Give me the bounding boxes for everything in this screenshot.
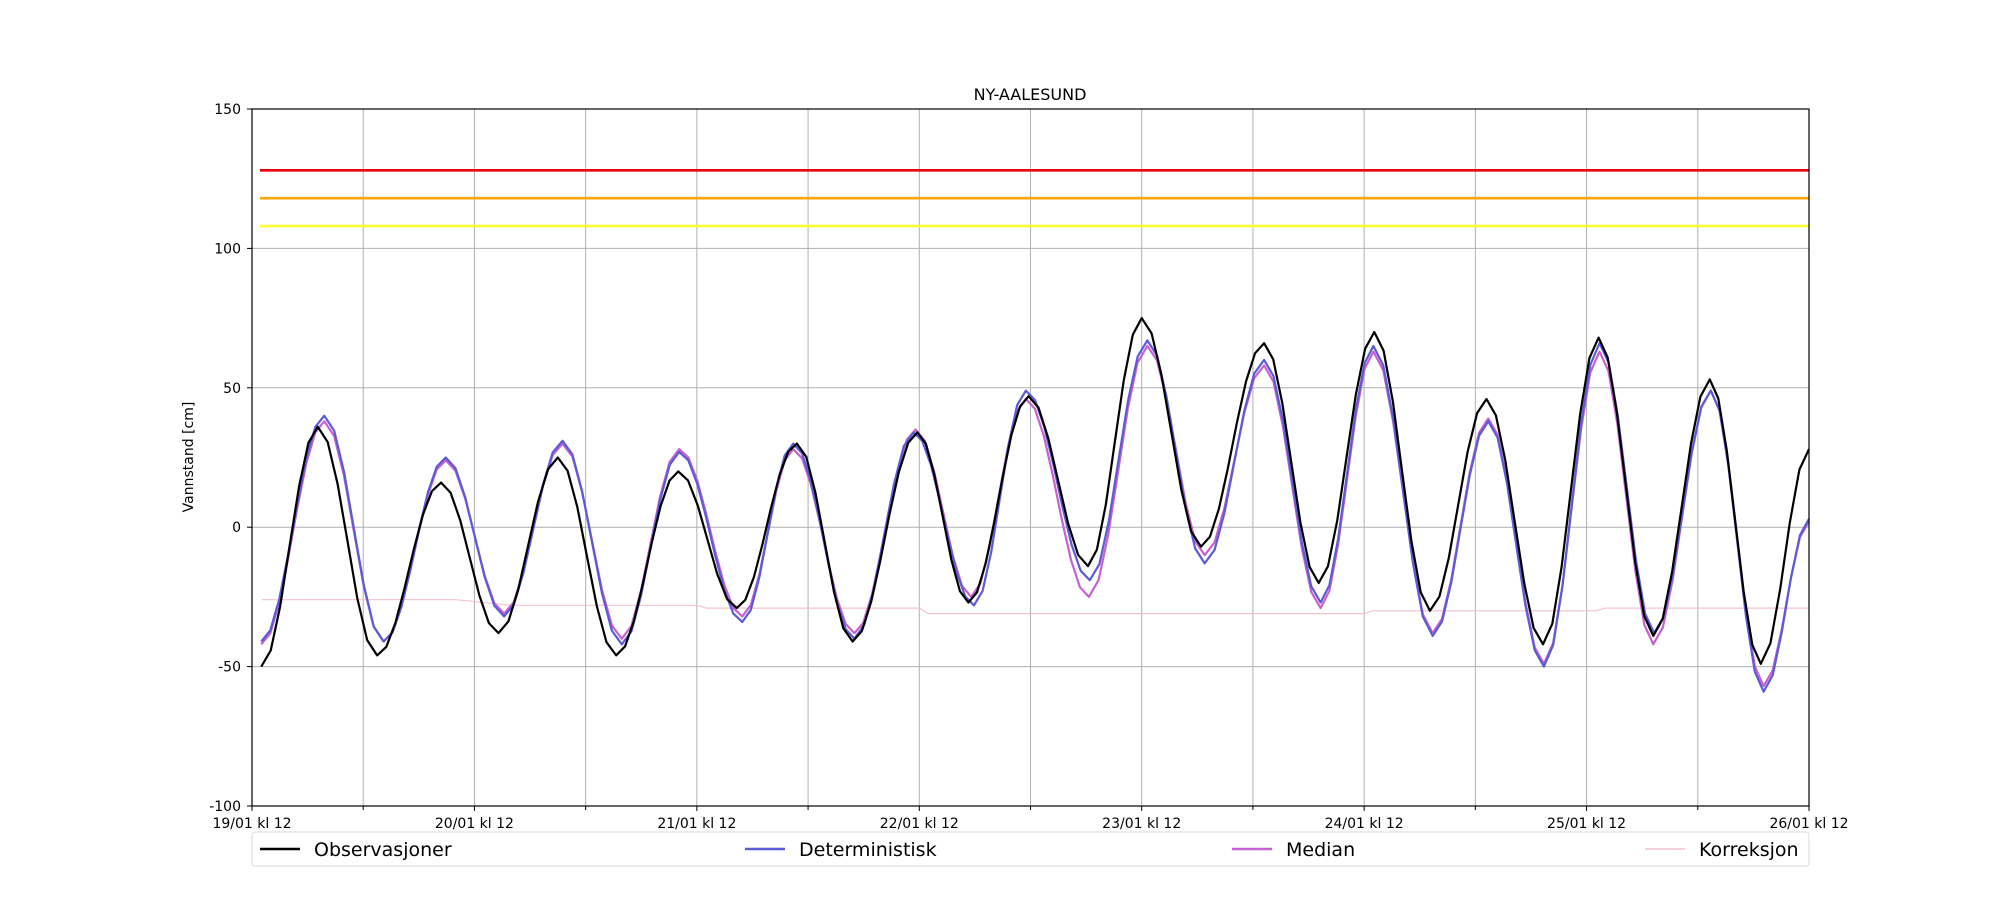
y-tick-label: -100 [209,799,241,815]
legend-label: Korreksjon [1699,839,1799,861]
series-line-observasjoner [260,317,1810,668]
chart-title: NY-AALESUND [974,85,1087,104]
y-tick-label: 50 [223,381,241,397]
axes: -100 -50 0 50 100 150 19/01 kl 12 20/01 kl 12 21… [209,102,1848,832]
x-tick-label: 26/01 kl 12 [1769,816,1848,832]
series-line-korreksjon [261,599,1809,615]
legend-label: Median [1286,839,1355,861]
legend-label: Observasjoner [314,839,452,861]
y-tick-label: 150 [214,102,241,118]
x-tick-label: 25/01 kl 12 [1547,816,1626,832]
y-axis-label: Vannstand [cm] [181,402,197,513]
x-tick-label: 24/01 kl 12 [1325,816,1404,832]
y-tick-label: -50 [218,660,241,676]
x-tick-label: 21/01 kl 12 [657,816,736,832]
x-tick-label: 23/01 kl 12 [1102,816,1181,832]
legend: Observasjoner Deterministisk Median Korreks… [251,831,1810,867]
x-tick-label: 20/01 kl 12 [435,816,514,832]
series-lines [260,317,1810,693]
legend-label: Deterministisk [799,839,937,861]
threshold-lines [260,169,1809,228]
x-tick-label: 22/01 kl 12 [880,816,959,832]
x-tick-label: 19/01 kl 12 [212,816,291,832]
y-tick-label: 100 [214,241,241,257]
y-tick-label: 0 [232,520,241,536]
legend-box [251,831,1810,867]
